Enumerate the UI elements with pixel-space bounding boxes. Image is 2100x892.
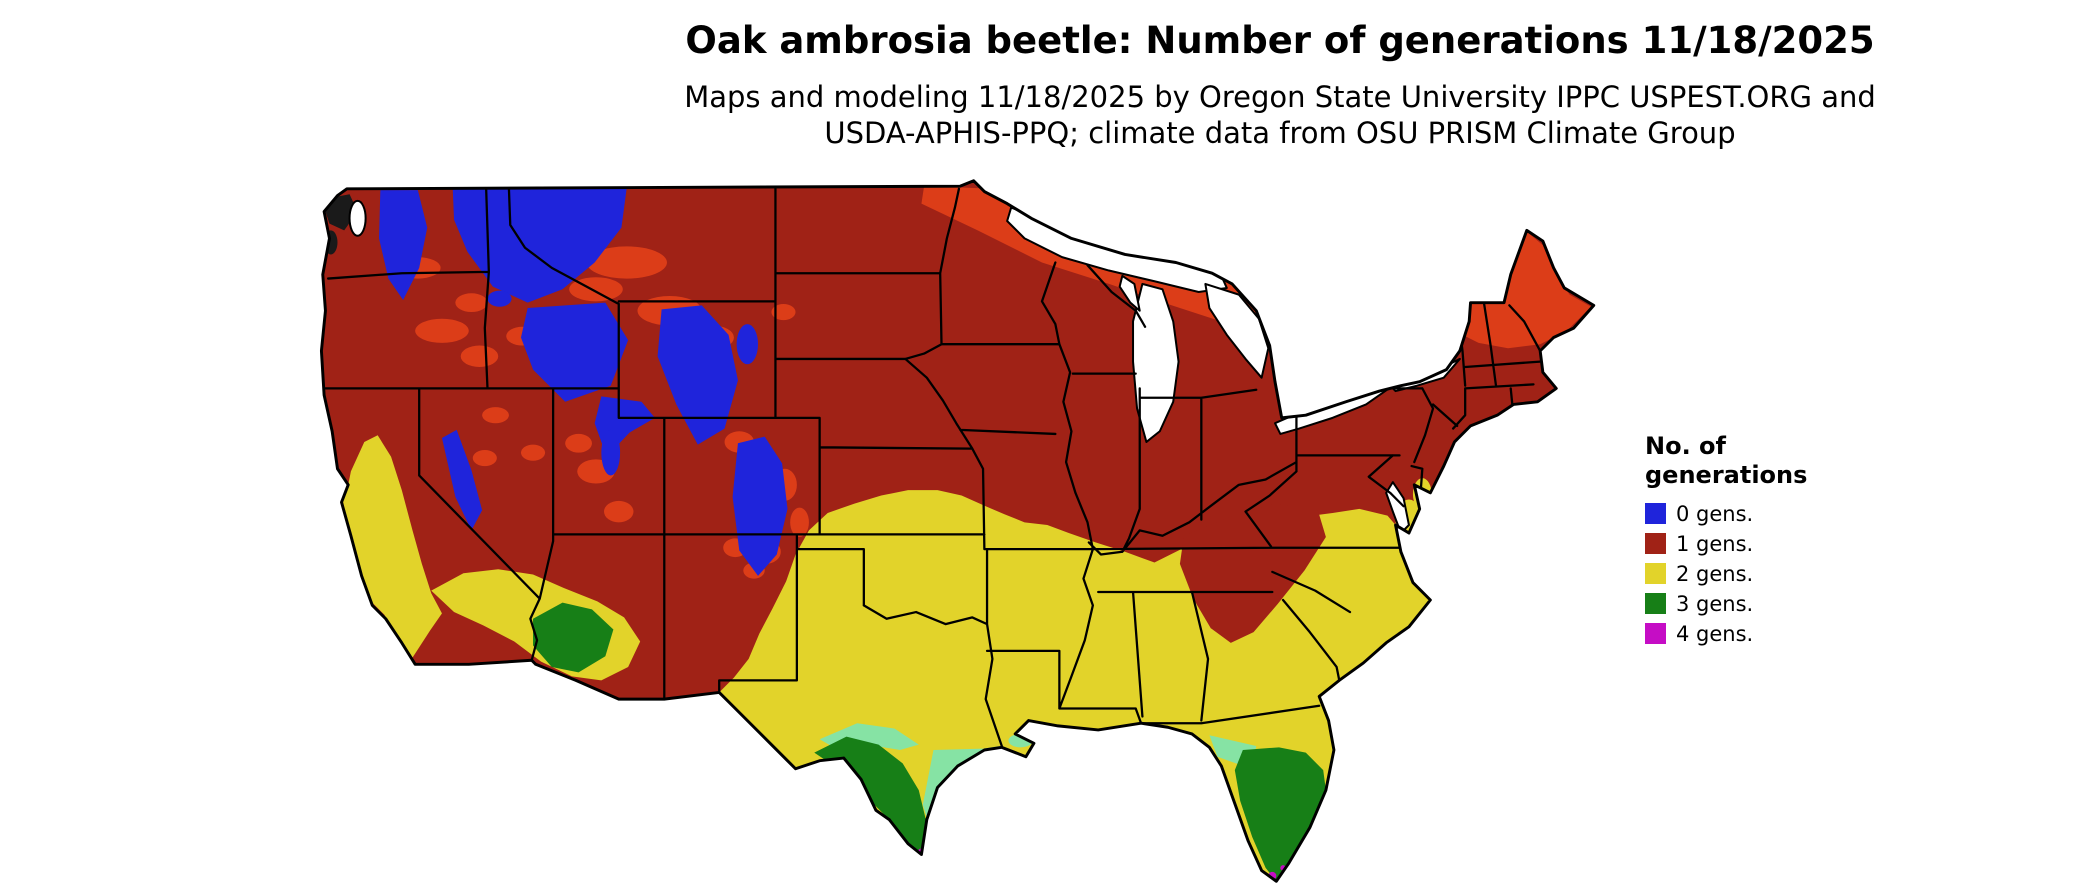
region-4-generations <box>918 848 1286 880</box>
subtitle-line-1: Maps and modeling 11/18/2025 by Oregon S… <box>684 79 1876 114</box>
legend-label-0-gens: 0 gens. <box>1676 501 1754 526</box>
state-borders <box>324 183 1542 748</box>
legend-swatch-3-gens <box>1645 593 1666 615</box>
legend-label-4-gens: 4 gens. <box>1676 621 1754 646</box>
legend-item-0-gens: 0 gens. <box>1645 502 1885 526</box>
us-outline <box>319 179 1596 883</box>
legend-title-line-2: generations <box>1645 460 1808 489</box>
legend-label-3-gens: 3 gens. <box>1676 591 1754 616</box>
legend-title: No. of generations <box>1645 432 1885 490</box>
region-0-generations <box>379 187 788 576</box>
legend-swatch-2-gens <box>1645 563 1666 585</box>
puget-sound <box>348 199 367 237</box>
map-header: Oak ambrosia beetle: Number of generatio… <box>460 19 2100 152</box>
legend-swatch-1-gens <box>1645 533 1666 555</box>
page-title: Oak ambrosia beetle: Number of generatio… <box>685 19 1875 62</box>
legend-item-2-gens: 2 gens. <box>1645 562 1885 586</box>
legend: No. of generations 0 gens. 1 gens. 2 gen… <box>1645 432 1885 652</box>
legend-label-2-gens: 2 gens. <box>1676 561 1754 586</box>
region-1-generation-appalachian-wedge <box>1179 503 1326 643</box>
legend-label-1-gens: 1 gens. <box>1676 531 1754 556</box>
legend-item-4-gens: 4 gens. <box>1645 622 1885 646</box>
subtitle-line-2: USDA-APHIS-PPQ; climate data from OSU PR… <box>824 115 1736 150</box>
legend-swatch-4-gens <box>1645 623 1666 645</box>
legend-item-3-gens: 3 gens. <box>1645 592 1885 616</box>
legend-swatch-0-gens <box>1645 503 1666 525</box>
legend-title-line-1: No. of <box>1645 432 1726 460</box>
lake-huron <box>1204 282 1270 379</box>
green-bay <box>1118 274 1141 312</box>
legend-item-1-gens: 1 gens. <box>1645 532 1885 556</box>
map-subtitle: Maps and modeling 11/18/2025 by Oregon S… <box>460 79 2100 152</box>
